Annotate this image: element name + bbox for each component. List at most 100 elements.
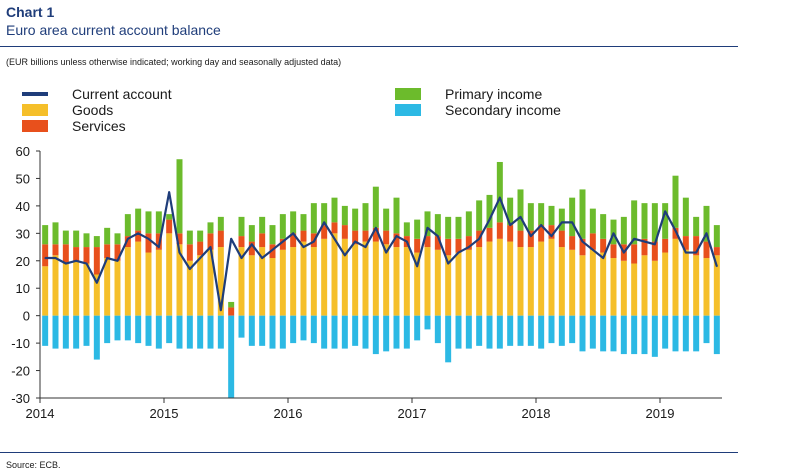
y-tick-label: 60 <box>16 144 30 159</box>
bar-goods <box>672 238 679 316</box>
y-tick-label: -30 <box>11 391 30 406</box>
y-tick-label: 20 <box>16 254 30 269</box>
bar-goods <box>73 260 80 316</box>
bar-goods <box>321 238 328 316</box>
source-note: Source: ECB. <box>6 460 61 470</box>
x-tick-label: 2015 <box>150 406 179 421</box>
bar-goods <box>362 241 369 316</box>
bar-primary-income <box>248 225 255 242</box>
bar-goods <box>631 263 638 316</box>
bar-primary-income <box>93 236 100 248</box>
bar-goods <box>300 241 307 316</box>
bar-services <box>331 222 338 234</box>
bar-secondary-income <box>486 315 493 349</box>
chart-subtitle: (EUR billions unless otherwise indicated… <box>6 57 342 67</box>
bar-goods <box>279 249 286 316</box>
bar-secondary-income <box>682 315 689 352</box>
bar-goods <box>62 263 69 316</box>
bar-services <box>145 233 152 253</box>
header-rule <box>0 46 738 47</box>
bar-secondary-income <box>238 315 245 338</box>
bar-goods <box>135 241 142 316</box>
axes: 2014 2015 2016 2017 2018 2019 <box>26 151 722 421</box>
bar-services <box>362 230 369 242</box>
bar-services <box>610 244 617 259</box>
bar-goods <box>186 260 193 316</box>
current-account-point <box>220 309 222 311</box>
bar-primary-income <box>672 175 679 228</box>
bar-services <box>228 307 235 316</box>
x-tick-label: 2014 <box>26 406 55 421</box>
bar-goods <box>538 241 545 316</box>
bar-secondary-income <box>672 315 679 352</box>
bar-goods <box>434 249 441 316</box>
bar-secondary-income <box>383 315 390 352</box>
bar-goods <box>476 247 483 316</box>
current-account-point <box>127 238 129 240</box>
y-tick-label: 50 <box>16 171 30 186</box>
bar-goods <box>517 247 524 316</box>
current-account-point <box>240 257 243 259</box>
bar-secondary-income <box>62 315 69 349</box>
bar-secondary-income <box>455 315 462 349</box>
bar-primary-income <box>589 208 596 234</box>
current-account-point <box>633 238 635 240</box>
y-tick-label: 30 <box>16 226 30 241</box>
bar-services <box>538 225 545 242</box>
bar-goods <box>290 247 297 316</box>
bar-primary-income <box>703 205 710 242</box>
bar-primary-income <box>476 200 483 231</box>
bar-primary-income <box>135 208 142 231</box>
current-account-point <box>592 249 594 251</box>
current-account-point <box>643 240 646 243</box>
current-account-point <box>416 265 418 268</box>
current-account-point <box>519 216 522 218</box>
current-account-point <box>344 254 346 257</box>
bar-goods <box>124 247 131 316</box>
bar-services <box>558 230 565 248</box>
bar-secondary-income <box>42 315 49 346</box>
bar-services <box>579 238 586 256</box>
bar-goods <box>682 249 689 316</box>
bar-secondary-income <box>124 315 131 341</box>
current-account-point <box>251 243 253 246</box>
bar-services <box>104 244 111 259</box>
bar-secondary-income <box>331 315 338 349</box>
current-account-point <box>364 246 367 248</box>
bar-primary-income <box>104 227 111 245</box>
bar-secondary-income <box>476 315 483 346</box>
bar-secondary-income <box>548 315 555 344</box>
current-account-point <box>375 227 377 229</box>
y-tick-label: 40 <box>16 199 30 214</box>
bar-goods <box>496 238 503 316</box>
bar-secondary-income <box>465 315 472 349</box>
bar-services <box>496 222 503 239</box>
y-axis-ticks: 60 50 40 30 20 10 0 -10 -20 -30 <box>11 144 40 406</box>
bar-primary-income <box>290 211 297 234</box>
current-account-point <box>302 246 305 248</box>
footer-rule <box>0 452 738 453</box>
bar-primary-income <box>486 194 493 228</box>
legend-label-current-account: Current account <box>72 86 172 102</box>
bar-goods <box>145 252 152 316</box>
bar-services <box>114 244 121 261</box>
bar-services <box>300 230 307 242</box>
bar-primary-income <box>279 214 286 239</box>
bar-primary-income <box>207 222 214 234</box>
current-account-line <box>45 191 718 312</box>
bar-secondary-income <box>83 315 90 346</box>
bar-services <box>445 238 452 256</box>
bar-services <box>186 244 193 261</box>
bar-secondary-income <box>259 315 266 346</box>
bar-goods <box>465 249 472 316</box>
current-account-point <box>354 240 356 243</box>
bar-goods <box>579 255 586 316</box>
bar-secondary-income <box>589 315 596 349</box>
current-account-point <box>488 218 491 221</box>
bar-primary-income <box>682 197 689 237</box>
bar-services <box>383 230 390 245</box>
current-account-point <box>561 221 563 224</box>
bar-secondary-income <box>362 315 369 349</box>
bar-primary-income <box>434 214 441 237</box>
